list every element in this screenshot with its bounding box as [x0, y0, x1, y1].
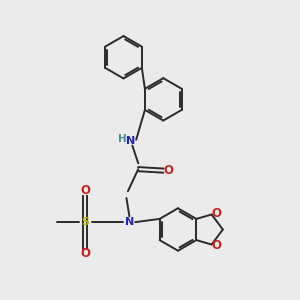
Text: O: O [211, 239, 221, 253]
Text: O: O [211, 206, 221, 220]
Text: N: N [125, 217, 134, 227]
Text: S: S [81, 217, 89, 227]
Text: H: H [118, 134, 127, 144]
Text: N: N [126, 136, 136, 146]
Text: O: O [80, 248, 90, 260]
Text: O: O [164, 164, 174, 177]
Text: O: O [80, 184, 90, 197]
